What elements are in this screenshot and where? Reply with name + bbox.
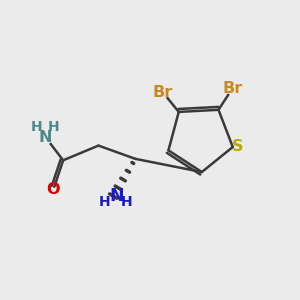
Text: H: H <box>31 120 43 134</box>
Text: O: O <box>46 182 60 197</box>
Text: H: H <box>99 195 111 209</box>
Text: N: N <box>39 130 52 145</box>
Text: N: N <box>110 187 124 205</box>
Text: H: H <box>48 120 59 134</box>
Text: Br: Br <box>222 81 242 96</box>
Text: H: H <box>121 195 132 209</box>
Text: S: S <box>231 140 243 154</box>
Text: Br: Br <box>153 85 173 100</box>
